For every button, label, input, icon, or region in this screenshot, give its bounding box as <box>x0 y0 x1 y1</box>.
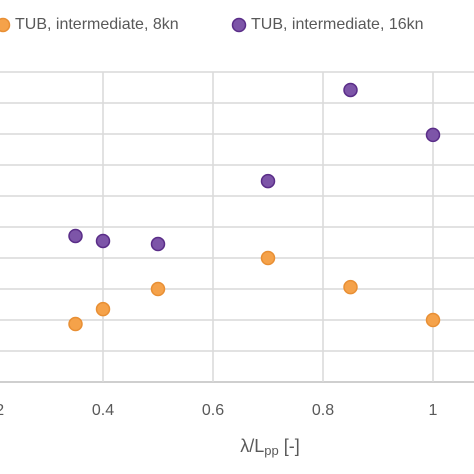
data-point <box>68 316 83 332</box>
x-axis-label: λ/Lpp [-] <box>240 436 299 459</box>
data-point <box>68 228 83 244</box>
legend-marker <box>231 17 247 33</box>
data-point <box>95 233 111 249</box>
data-point <box>260 250 276 266</box>
x-label-tail: [-] <box>279 436 300 456</box>
data-point <box>343 279 358 295</box>
x-label-sub: pp <box>264 443 278 458</box>
x-tick-label: 0.6 <box>202 402 224 419</box>
legend-marker <box>0 17 11 33</box>
data-point <box>260 173 276 189</box>
x-tick-label: 0.2 <box>0 402 4 419</box>
data-point <box>343 82 358 98</box>
legend-label: TUB, intermediate, 8kn <box>15 16 179 33</box>
data-point <box>425 312 441 328</box>
legend-label: TUB, intermediate, 16kn <box>251 16 424 33</box>
x-label-main: λ/L <box>240 436 264 456</box>
x-tick-label: 0.4 <box>92 402 114 419</box>
x-tick-label: 0.8 <box>312 402 334 419</box>
data-point <box>425 127 441 143</box>
data-point <box>150 236 166 252</box>
data-point <box>150 281 166 297</box>
x-tick-label: 1 <box>429 402 438 419</box>
data-point <box>95 301 111 317</box>
